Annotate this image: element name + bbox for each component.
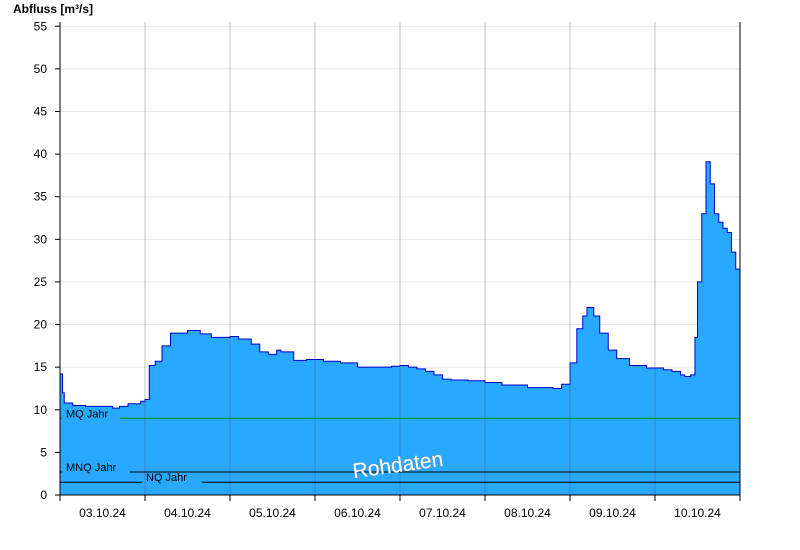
x-tick-label: 07.10.24 bbox=[419, 506, 466, 520]
y-tick-label: 55 bbox=[34, 19, 48, 33]
y-axis-title: Abfluss [m³/s] bbox=[13, 2, 93, 16]
reference-line-label: MNQ Jahr bbox=[66, 462, 116, 474]
reference-line-label: NQ Jahr bbox=[146, 472, 187, 484]
x-tick-label: 03.10.24 bbox=[79, 506, 126, 520]
x-tick-label: 10.10.24 bbox=[674, 506, 721, 520]
y-tick-label: 50 bbox=[34, 62, 48, 76]
reference-lines: MQ Jahr MNQ Jahr NQ Jahr bbox=[60, 408, 740, 484]
y-tick-label: 25 bbox=[34, 275, 48, 289]
x-tick-label: 09.10.24 bbox=[589, 506, 636, 520]
y-tick-label: 20 bbox=[34, 318, 48, 332]
reference-line-label: MQ Jahr bbox=[66, 408, 109, 420]
x-tick-label: 08.10.24 bbox=[504, 506, 551, 520]
y-tick-label: 15 bbox=[34, 360, 48, 374]
day-separators bbox=[144, 22, 656, 495]
y-tick-label: 10 bbox=[34, 403, 48, 417]
x-tick-label: 05.10.24 bbox=[249, 506, 296, 520]
x-tick-label: 06.10.24 bbox=[334, 506, 381, 520]
y-tick-label: 40 bbox=[34, 147, 48, 161]
y-axis-ticks: 0 5 10 15 20 25 30 35 40 45 50 55 bbox=[34, 19, 60, 502]
x-tick-label: 04.10.24 bbox=[164, 506, 211, 520]
series-line bbox=[60, 161, 741, 409]
y-tick-label: 0 bbox=[40, 488, 47, 502]
y-tick-label: 30 bbox=[34, 232, 48, 246]
x-axis-ticks: 03.10.24 04.10.24 05.10.24 06.10.24 07.10.24… bbox=[59, 495, 741, 520]
y-tick-label: 45 bbox=[34, 104, 48, 118]
y-tick-label: 35 bbox=[34, 190, 48, 204]
y-tick-label: 5 bbox=[40, 445, 47, 459]
